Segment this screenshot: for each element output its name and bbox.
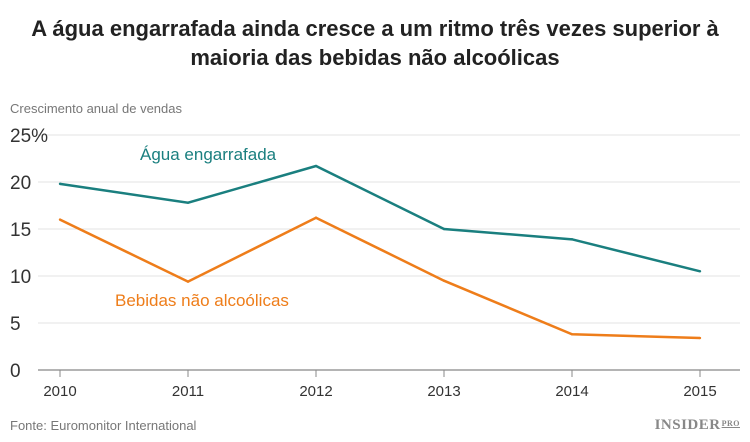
series-line-1 [59, 216, 701, 340]
y-tick-label: 15 [10, 220, 31, 241]
data-point [186, 280, 190, 283]
series-label-agua: Água engarrafada [140, 145, 277, 164]
data-point [58, 182, 62, 186]
x-tick-label: 2015 [683, 383, 716, 400]
x-tick-label: 2010 [43, 383, 76, 400]
data-point [698, 270, 702, 273]
data-point [570, 333, 574, 336]
data-point [442, 227, 446, 231]
y-tick-label: 0 [10, 361, 21, 382]
data-point [698, 336, 702, 340]
source-note: Fonte: Euromonitor International [10, 418, 197, 433]
chart-title: A água engarrafada ainda cresce a um rit… [31, 16, 719, 70]
series-label-bebidas: Bebidas não alcoólicas [115, 291, 289, 310]
x-tick-label: 2013 [427, 383, 460, 400]
x-tick-label: 2014 [555, 383, 588, 400]
data-point [186, 201, 190, 204]
data-point [314, 164, 318, 168]
y-tick-label: 5 [10, 314, 21, 335]
series-line-0 [59, 164, 701, 273]
data-point [570, 238, 574, 241]
x-tick-label: 2011 [172, 383, 204, 400]
x-tick-label: 2012 [299, 383, 332, 400]
data-point [442, 279, 446, 282]
y-tick-label: 10 [10, 267, 31, 288]
y-axis-label: Crescimento anual de vendas [10, 101, 182, 116]
data-point [314, 216, 318, 219]
insider-pro-logo: INSIDERPRO [654, 417, 740, 433]
data-point [58, 218, 62, 221]
y-tick-label: 25% [10, 126, 48, 147]
y-tick-label: 20 [10, 173, 31, 194]
